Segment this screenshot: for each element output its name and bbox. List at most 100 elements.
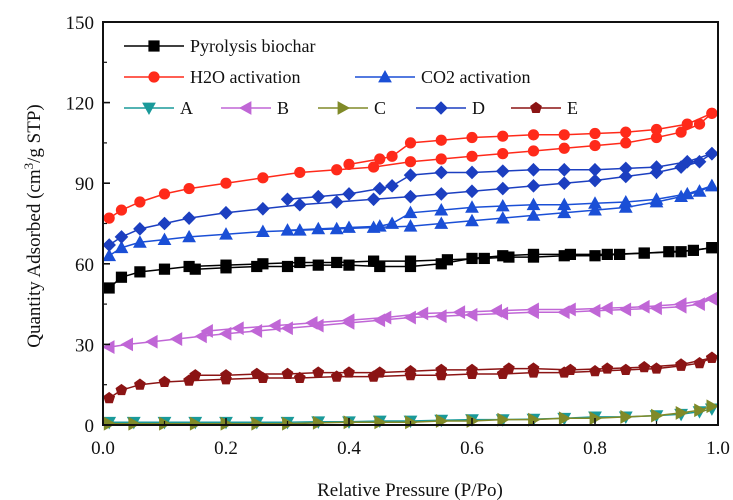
data-point — [675, 358, 687, 370]
data-point — [134, 378, 146, 390]
series-line-d-desorption — [287, 152, 713, 201]
data-point — [589, 127, 601, 140]
y-axis-title: Quantity Adsorbed (cm3/g STP) — [21, 104, 45, 347]
data-point — [231, 321, 244, 336]
data-point — [558, 129, 570, 141]
data-point — [145, 334, 158, 349]
legend-label: A — [180, 98, 193, 118]
data-point — [157, 232, 172, 246]
data-point — [378, 310, 392, 325]
data-point — [620, 137, 632, 149]
data-point — [194, 329, 207, 344]
data-point — [650, 362, 663, 374]
data-point — [331, 256, 343, 269]
data-point — [526, 197, 541, 211]
data-point — [497, 148, 509, 160]
data-point — [620, 410, 633, 424]
data-point — [527, 362, 540, 374]
x-axis-title: Relative Pressure (P/Po) — [317, 480, 503, 500]
data-point — [182, 211, 196, 225]
data-point — [588, 162, 602, 177]
legend-marker — [142, 102, 156, 116]
data-point — [134, 266, 146, 278]
data-point — [102, 238, 116, 252]
data-point — [385, 179, 399, 193]
data-point — [115, 383, 128, 396]
data-point — [558, 411, 572, 426]
data-point — [293, 197, 307, 212]
data-point — [435, 134, 447, 146]
data-point — [557, 176, 572, 190]
data-point — [157, 216, 172, 231]
legend-item: H2O activation — [124, 67, 300, 87]
data-point — [694, 403, 707, 418]
data-point — [706, 107, 718, 119]
series-e — [103, 351, 718, 404]
data-point — [618, 302, 632, 317]
x-tick-label: 0.6 — [460, 438, 484, 459]
y-tick-label: 90 — [75, 174, 94, 195]
data-point — [558, 142, 570, 154]
data-point — [294, 166, 306, 179]
data-point — [403, 310, 416, 325]
legend-item: E — [511, 98, 578, 118]
data-point — [526, 179, 541, 193]
data-point — [434, 202, 449, 216]
data-point — [452, 305, 466, 320]
data-point — [495, 211, 510, 224]
legend-item: C — [318, 98, 386, 118]
data-point — [343, 366, 355, 378]
data-point — [183, 182, 195, 195]
data-point — [158, 375, 171, 388]
data-point — [114, 240, 129, 254]
data-point — [527, 129, 540, 141]
data-point — [465, 184, 479, 199]
data-point — [133, 222, 147, 236]
data-point — [134, 196, 146, 208]
data-point — [373, 366, 386, 378]
data-point — [495, 198, 510, 212]
data-point — [526, 302, 539, 317]
data-point — [638, 247, 650, 259]
data-point — [404, 156, 417, 168]
data-point — [600, 301, 613, 316]
data-point — [497, 412, 510, 427]
data-point — [293, 371, 306, 384]
data-point — [182, 229, 196, 243]
data-point — [103, 391, 116, 404]
data-point — [158, 188, 171, 200]
series-pyrolysis-biochar — [103, 242, 718, 294]
legend-label: D — [472, 98, 485, 118]
data-point — [434, 165, 449, 180]
data-point — [619, 363, 632, 376]
data-point — [403, 189, 418, 204]
data-point — [294, 256, 306, 269]
data-point — [219, 227, 233, 240]
data-point — [650, 123, 663, 136]
data-point — [403, 205, 418, 219]
data-point — [618, 161, 633, 176]
x-tick-label: 0.2 — [214, 438, 238, 459]
data-point — [120, 337, 134, 352]
series-co2-activation — [102, 178, 719, 262]
data-point — [374, 260, 386, 273]
data-point — [256, 224, 270, 238]
data-point — [404, 365, 417, 377]
series-line-e-desorption — [195, 357, 713, 377]
data-point — [435, 258, 447, 270]
data-point — [557, 197, 572, 211]
data-point — [404, 137, 417, 149]
data-point — [526, 208, 541, 221]
y-tick-label: 150 — [66, 13, 95, 34]
data-point — [220, 177, 232, 189]
legend-item: A — [124, 98, 193, 118]
data-point — [385, 216, 399, 229]
x-tick-label: 0.4 — [337, 438, 361, 459]
data-point — [404, 260, 417, 273]
data-point — [557, 162, 572, 177]
data-point — [489, 303, 503, 318]
data-point — [465, 213, 479, 227]
legend-label: C — [374, 98, 386, 118]
data-point — [341, 313, 355, 328]
ticks-layer: 0.0 0.2 0.4 0.6 0.8 1.0 0 30 60 90 120 150 — [66, 13, 730, 459]
